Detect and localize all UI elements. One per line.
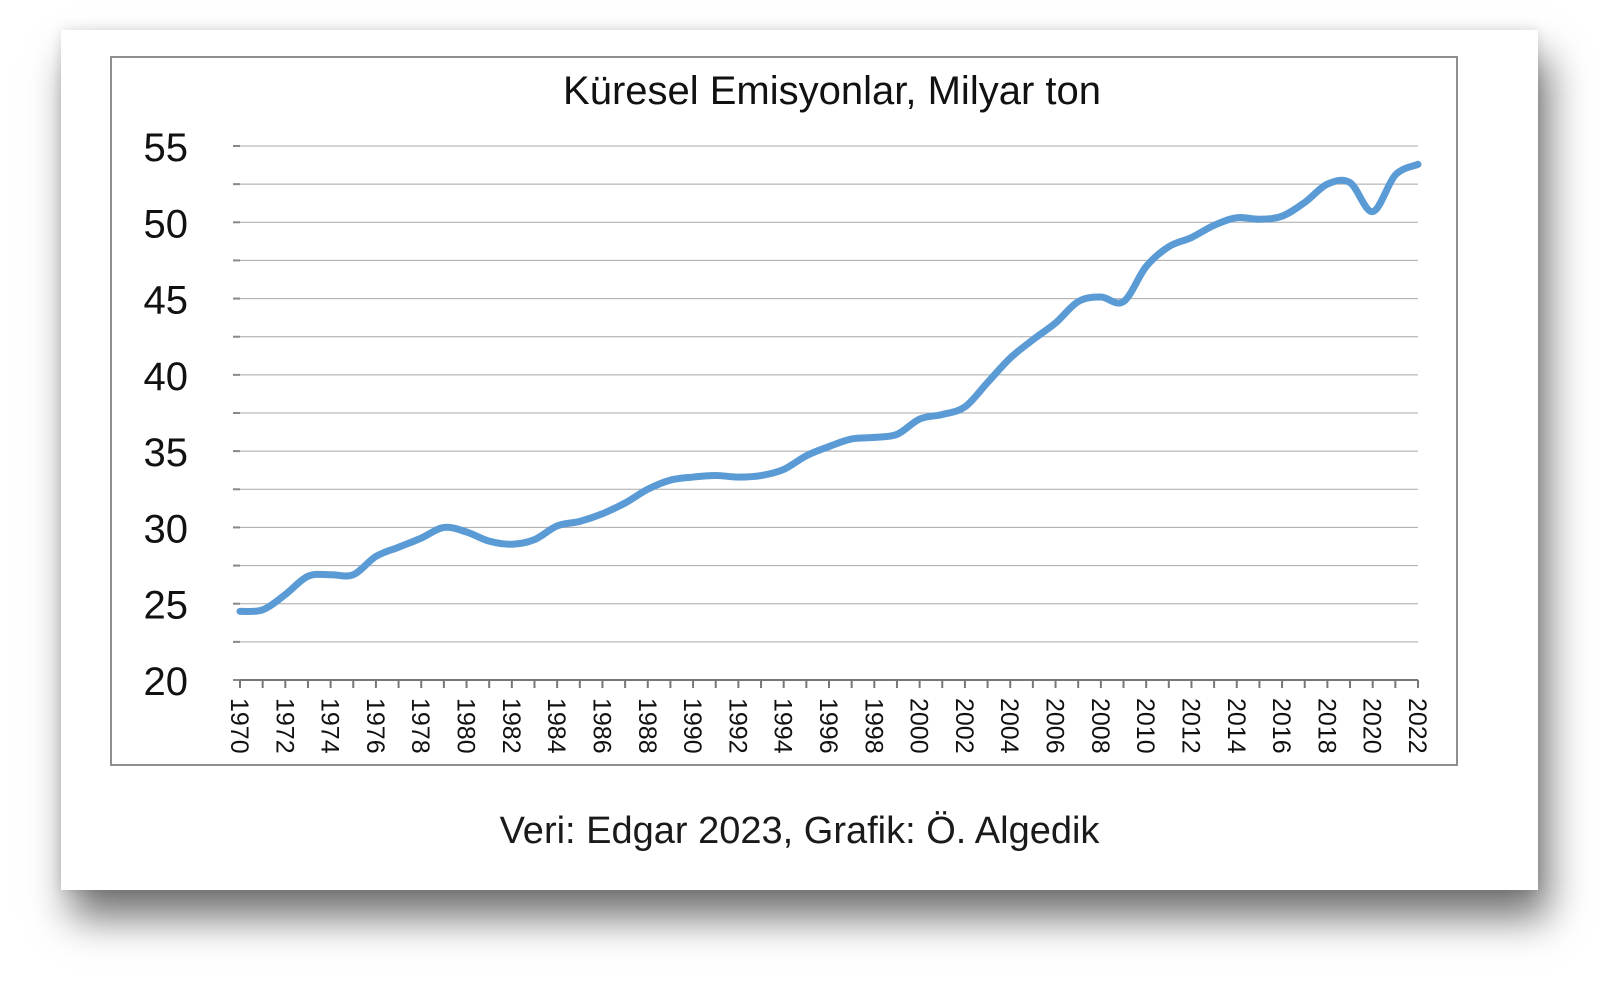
- data-point: [964, 406, 966, 408]
- y-tick-label: 20: [144, 660, 189, 704]
- data-point: [1349, 182, 1351, 184]
- x-tick-label: 1994: [769, 698, 797, 754]
- data-point: [987, 381, 989, 383]
- x-tick-label: 2010: [1131, 698, 1159, 754]
- data-point: [556, 525, 558, 527]
- chart-frame: Küresel Emisyonlar, Milyar ton 20 25 30 35 4…: [110, 56, 1458, 766]
- chart-card: Küresel Emisyonlar, Milyar ton 20 25 30 35 4…: [61, 30, 1538, 890]
- data-point: [466, 531, 468, 533]
- data-point: [352, 574, 354, 576]
- data-point: [737, 476, 739, 478]
- data-point: [851, 438, 853, 440]
- x-tick-label: 2000: [905, 698, 933, 754]
- x-tick-label: 1976: [361, 698, 389, 754]
- x-tick-label: 1978: [406, 698, 434, 754]
- x-tick-label: 1980: [452, 698, 480, 754]
- x-tick-label: 1996: [814, 698, 842, 754]
- data-point: [1100, 296, 1102, 298]
- data-point: [1281, 215, 1283, 217]
- data-point: [805, 455, 807, 457]
- x-tick-label: 2018: [1312, 698, 1340, 754]
- data-point: [1326, 183, 1328, 185]
- line-chart: Küresel Emisyonlar, Milyar ton 20 25 30 35 4…: [144, 69, 1432, 754]
- x-tick-label: 1972: [270, 698, 298, 754]
- data-point: [307, 575, 309, 577]
- y-tick-label: 40: [144, 355, 189, 399]
- series-line: [236, 160, 1422, 616]
- data-point: [1077, 301, 1079, 303]
- x-tick-label: 2008: [1086, 698, 1114, 754]
- x-tick-label: 2014: [1222, 698, 1250, 754]
- x-tick-label: 1984: [542, 698, 570, 754]
- data-point: [1236, 217, 1238, 219]
- data-point: [919, 418, 921, 420]
- data-point: [1190, 237, 1192, 239]
- data-point: [783, 468, 785, 470]
- x-tick-label: 1988: [633, 698, 661, 754]
- data-point: [330, 574, 332, 576]
- data-point: [1145, 266, 1147, 268]
- x-tick-label: 1992: [723, 698, 751, 754]
- data-point: [488, 540, 490, 542]
- x-tick-label: 1982: [497, 698, 525, 754]
- data-point: [873, 436, 875, 438]
- data-point: [941, 414, 943, 416]
- gridlines: [233, 145, 1419, 688]
- chart-title: Küresel Emisyonlar, Milyar ton: [563, 69, 1101, 113]
- x-tick-label: 2006: [1041, 698, 1069, 754]
- x-tick-label: 2020: [1358, 698, 1386, 754]
- x-tick-label: 1986: [587, 698, 615, 754]
- data-point: [443, 526, 445, 528]
- y-tick-label: 45: [144, 279, 189, 323]
- x-tick-label: 2004: [995, 698, 1023, 754]
- x-axis: 1970 1972 1974 1976 1978 1980 1982 1984 1986 1988…: [225, 698, 1431, 754]
- y-axis: 20 25 30 35 40 45 50 55: [144, 126, 189, 704]
- data-point: [262, 609, 264, 611]
- data-point: [420, 537, 422, 539]
- data-point: [239, 610, 241, 612]
- data-point: [398, 546, 400, 548]
- data-point: [1168, 246, 1170, 248]
- data-point: [647, 488, 649, 490]
- data-point: [579, 520, 581, 522]
- data-point: [828, 446, 830, 448]
- data-point: [534, 539, 535, 541]
- x-tick-label: 1990: [678, 698, 706, 754]
- x-tick-label: 2012: [1176, 698, 1204, 754]
- y-tick-label: 50: [144, 202, 189, 246]
- y-tick-label: 30: [144, 507, 189, 551]
- data-point: [1417, 163, 1419, 165]
- data-point: [1258, 218, 1260, 220]
- source-credit: Veri: Edgar 2023, Grafik: Ö. Algedik: [499, 810, 1100, 852]
- x-tick-label: 2016: [1267, 698, 1295, 754]
- series-layer: [236, 160, 1422, 616]
- y-tick-label: 55: [144, 126, 189, 170]
- data-point: [1304, 201, 1306, 203]
- data-point: [284, 594, 286, 596]
- data-point: [669, 479, 671, 481]
- data-point: [375, 555, 377, 557]
- data-point: [896, 433, 898, 435]
- data-point: [1394, 174, 1396, 176]
- data-point: [1372, 211, 1374, 213]
- data-point: [511, 543, 513, 545]
- data-point: [1123, 301, 1124, 303]
- y-tick-label: 35: [144, 431, 189, 475]
- x-tick-label: 1974: [316, 698, 344, 754]
- data-point: [715, 475, 717, 477]
- x-tick-label: 1970: [225, 698, 253, 754]
- x-tick-label: 2022: [1403, 698, 1431, 754]
- data-point: [692, 476, 694, 478]
- data-point: [624, 502, 626, 504]
- x-tick-label: 1998: [859, 698, 887, 754]
- data-point: [1032, 339, 1034, 341]
- data-point: [1055, 322, 1057, 324]
- data-point: [1009, 357, 1011, 359]
- data-point: [760, 475, 762, 477]
- y-tick-label: 25: [144, 584, 189, 628]
- x-tick-label: 2002: [950, 698, 978, 754]
- data-point: [1213, 224, 1215, 226]
- data-point: [601, 513, 603, 515]
